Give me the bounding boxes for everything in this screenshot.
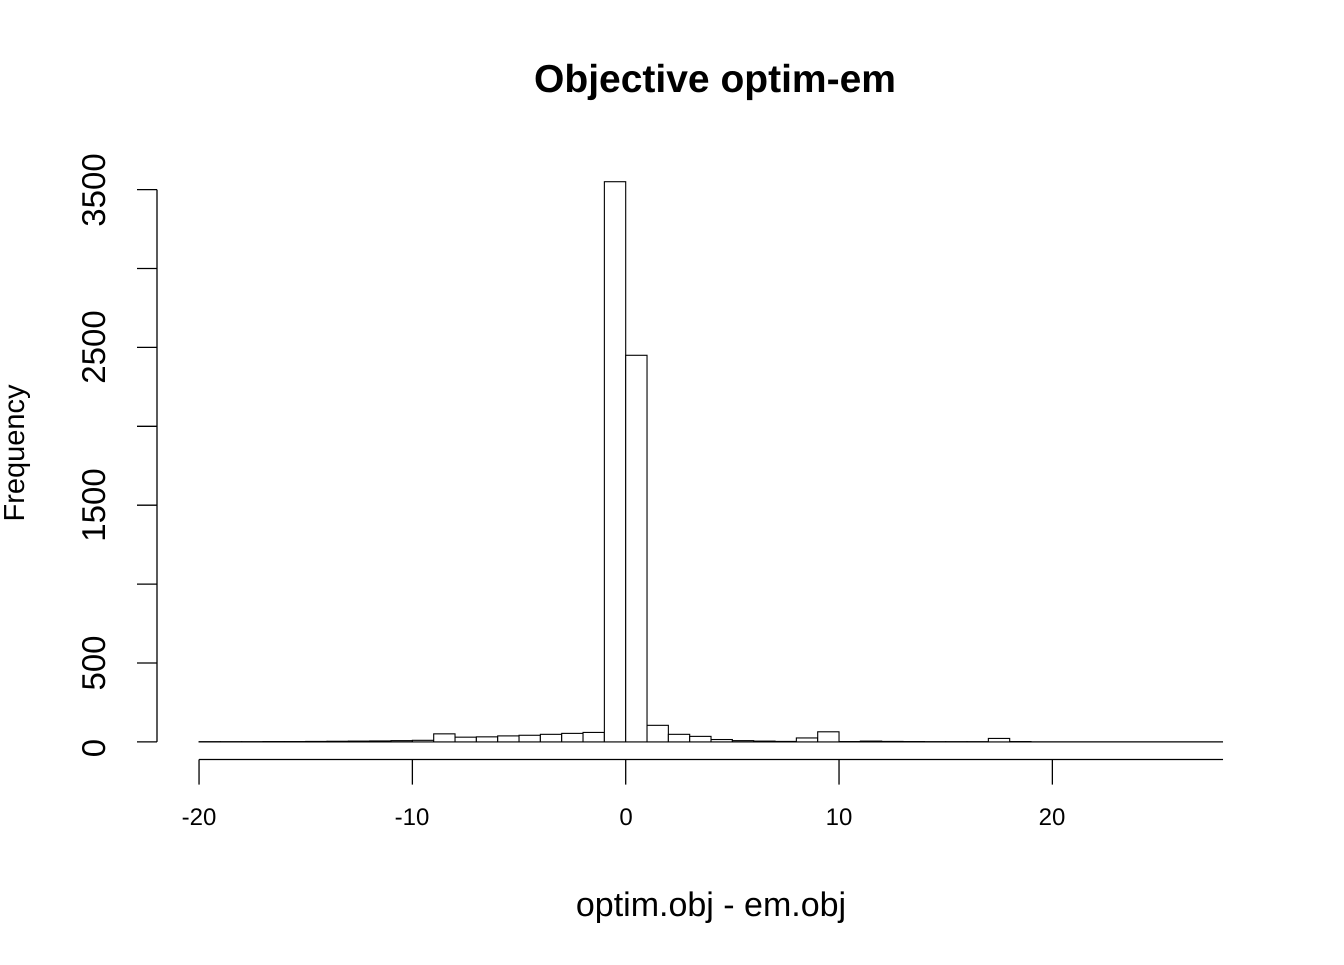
svg-text:Frequency: Frequency	[0, 384, 31, 522]
svg-text:0: 0	[619, 804, 632, 831]
svg-text:10: 10	[826, 804, 853, 831]
svg-text:optim.obj - em.obj: optim.obj - em.obj	[576, 886, 846, 924]
svg-text:500: 500	[75, 635, 112, 690]
svg-text:1500: 1500	[75, 468, 112, 541]
svg-text:20: 20	[1039, 804, 1066, 831]
svg-text:2500: 2500	[75, 310, 112, 383]
svg-text:3500: 3500	[75, 153, 112, 226]
svg-text:-20: -20	[182, 804, 217, 831]
svg-text:0: 0	[75, 739, 112, 757]
svg-text:-10: -10	[395, 804, 430, 831]
svg-text:Objective optim-em: Objective optim-em	[534, 58, 896, 101]
